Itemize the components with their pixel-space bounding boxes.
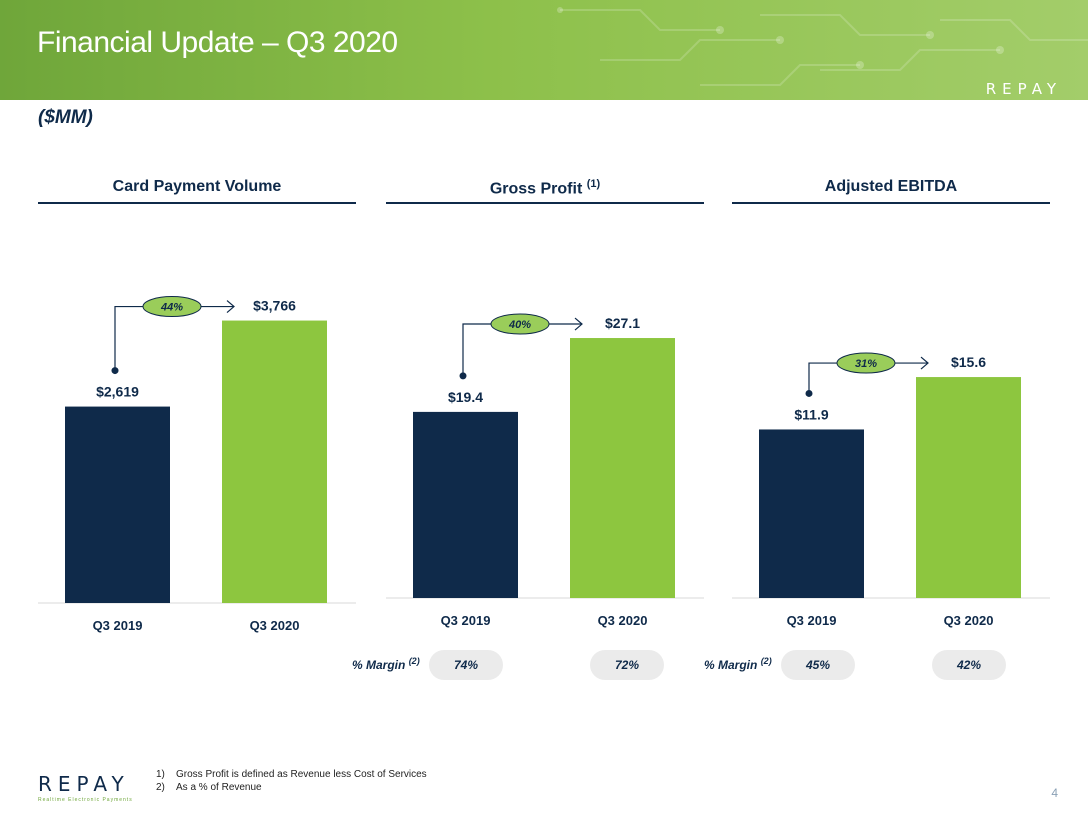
value-label-gross-profit-2019: $19.4 xyxy=(448,389,483,405)
repay-logo-header: REPAY xyxy=(985,80,1062,98)
footnote-ref: (2) xyxy=(760,656,772,666)
margin-label-text: % Margin xyxy=(352,658,406,672)
circuit-pattern-icon xyxy=(557,7,1088,86)
tick-label-gross-profit-2019: Q3 2019 xyxy=(441,613,491,628)
tick-label-gross-profit-2020: Q3 2020 xyxy=(598,613,648,628)
footnote-ref: (2) xyxy=(408,656,420,666)
panel-title-text: Adjusted EBITDA xyxy=(824,178,958,195)
bar-adjusted-ebitda-2019 xyxy=(759,429,864,598)
margin-label-text: % Margin xyxy=(704,658,758,672)
logo-wordmark: REPAY xyxy=(38,772,130,796)
growth-label-gross-profit: 40% xyxy=(508,319,531,331)
tick-label-adjusted-ebitda-2020: Q3 2020 xyxy=(944,613,994,628)
panel-title-gross-profit: Gross Profit (1) xyxy=(386,178,704,198)
arrow-head-icon xyxy=(226,300,235,314)
footnote-2: 2) As a % of Revenue xyxy=(156,782,262,793)
footnotes: 1) Gross Profit is defined as Revenue le… xyxy=(156,768,427,794)
panel-rule-adjusted-ebitda xyxy=(732,202,1050,204)
bar-card-volume-2020 xyxy=(222,320,327,603)
margin-pill-ebitda-2019: 45% xyxy=(781,650,855,680)
panel-title-text: Gross Profit xyxy=(489,180,583,198)
value-label-adjusted-ebitda-2019: $11.9 xyxy=(794,406,828,422)
bar-gross-profit-2020 xyxy=(570,338,675,598)
margin-pill-gp-2020: 72% xyxy=(590,650,664,680)
value-label-gross-profit-2020: $27.1 xyxy=(605,315,640,331)
growth-badge-adjusted-ebitda xyxy=(836,352,896,374)
margin-label-gross-profit: % Margin (2) xyxy=(352,656,420,672)
bar-adjusted-ebitda-2020 xyxy=(916,377,1021,598)
margin-pill-gp-2019: 74% xyxy=(429,650,503,680)
value-label-card-volume-2019: $2,619 xyxy=(96,384,139,400)
growth-badge-card-volume xyxy=(142,296,202,318)
footnote-1: 1) Gross Profit is defined as Revenue le… xyxy=(156,769,427,780)
page-title: Financial Update – Q3 2020 xyxy=(37,26,398,59)
bar-gross-profit-2019 xyxy=(413,411,518,598)
footnote-text: As a % of Revenue xyxy=(176,782,262,793)
growth-badge-gross-profit xyxy=(490,313,550,335)
footnote-text: Gross Profit is defined as Revenue less … xyxy=(176,769,427,780)
logo-tagline: Realtime Electronic Payments xyxy=(38,797,133,803)
value-label-card-volume-2020: $3,766 xyxy=(253,298,296,314)
tick-label-card-volume-2020: Q3 2020 xyxy=(250,618,300,633)
panel-title-adjusted-ebitda: Adjusted EBITDA xyxy=(732,178,1050,196)
units-label: ($MM) xyxy=(38,107,93,128)
panel-title-card-volume: Card Payment Volume xyxy=(38,178,356,196)
growth-label-card-volume: 44% xyxy=(160,302,183,314)
tick-label-card-volume-2019: Q3 2019 xyxy=(93,618,143,633)
panel-rule-card-volume xyxy=(38,202,356,204)
repay-logo-footer: REPAY Realtime Electronic Payments xyxy=(38,772,133,803)
tick-label-adjusted-ebitda-2019: Q3 2019 xyxy=(787,613,837,628)
margin-label-ebitda: % Margin (2) xyxy=(704,656,772,672)
page-number: 4 xyxy=(1051,786,1058,800)
header-banner: Financial Update – Q3 2020 REPAY xyxy=(0,0,1088,100)
margin-pill-ebitda-2020: 42% xyxy=(932,650,1006,680)
footnote-ref: (1) xyxy=(586,178,601,190)
growth-label-adjusted-ebitda: 31% xyxy=(855,358,877,370)
panel-rule-gross-profit xyxy=(386,202,704,204)
panel-title-text: Card Payment Volume xyxy=(112,178,282,195)
bar-card-volume-2019 xyxy=(65,406,170,603)
value-label-adjusted-ebitda-2020: $15.6 xyxy=(951,354,986,370)
arrow-head-icon xyxy=(574,317,583,331)
arrow-head-icon xyxy=(920,356,929,370)
